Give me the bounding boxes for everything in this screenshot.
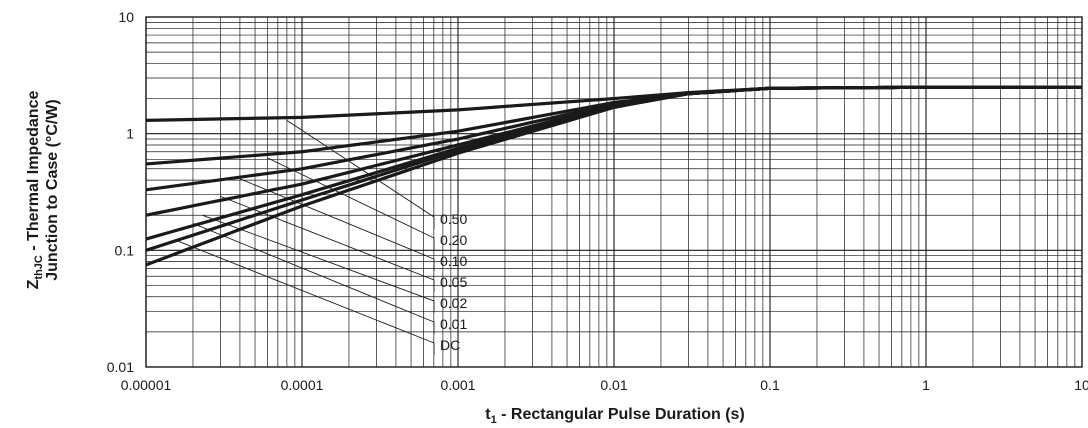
y-tick-label: 0.1 bbox=[115, 242, 135, 258]
y-axis-title: ZthJC - Thermal Impedance Junction to Ca… bbox=[25, 91, 61, 290]
x-tick-label: 0.0001 bbox=[281, 377, 324, 393]
curve-label: DC bbox=[440, 337, 460, 353]
curve-label: 0.50 bbox=[440, 211, 467, 227]
x-axis-title-subscript: 1 bbox=[491, 414, 497, 426]
x-axis-title: t1 - Rectangular Pulse Duration (s) bbox=[485, 406, 745, 426]
y-tick-label: 1 bbox=[126, 126, 134, 142]
plot-frame bbox=[145, 16, 1083, 368]
y-axis-title-rest: - Thermal Impedance bbox=[25, 91, 42, 256]
curve-leader-line bbox=[192, 223, 435, 334]
curve-label: 0.01 bbox=[440, 316, 467, 332]
curve-labels: 0.50 0.20 0.10 0.05 0.02 0.01 DC bbox=[440, 211, 467, 353]
x-tick-label: 0.001 bbox=[440, 377, 475, 393]
y-axis-title-line1: ZthJC - Thermal Impedance bbox=[25, 91, 45, 290]
curve-leader-line bbox=[286, 119, 435, 229]
curve-leader-line bbox=[202, 214, 435, 313]
curve-leader-line bbox=[220, 195, 435, 292]
x-axis-title-rest: - Rectangular Pulse Duration (s) bbox=[497, 406, 745, 423]
curve-label: 0.20 bbox=[440, 232, 467, 248]
y-axis-title-line2: Junction to Case (°C/W) bbox=[44, 99, 61, 281]
y-axis-title-main: Z bbox=[25, 279, 42, 289]
curve-leader-line bbox=[267, 157, 435, 250]
y-tick-label: 0.01 bbox=[107, 359, 134, 375]
y-tick-label: 10 bbox=[118, 9, 134, 25]
major-gridlines bbox=[145, 17, 1082, 368]
x-tick-label: 0.1 bbox=[760, 377, 780, 393]
x-tick-label: 0.01 bbox=[600, 377, 627, 393]
curve-label: 0.10 bbox=[440, 253, 467, 269]
y-tick-labels: 0.01 0.1 1 10 bbox=[107, 9, 134, 375]
x-tick-label: 10 bbox=[1074, 377, 1088, 393]
x-axis-title-main: t bbox=[485, 406, 491, 423]
impedance-curves bbox=[145, 85, 1082, 267]
impedance-curve-dc bbox=[145, 85, 1082, 267]
x-tick-label: 1 bbox=[922, 377, 930, 393]
x-tick-label: 0.00001 bbox=[121, 377, 172, 393]
curve-label: 0.05 bbox=[440, 274, 467, 290]
x-tick-labels: 0.00001 0.0001 0.001 0.01 0.1 1 10 bbox=[121, 377, 1088, 393]
curve-label: 0.02 bbox=[440, 295, 467, 311]
y-axis-title-subscript: thJC bbox=[33, 255, 45, 280]
curve-leader-line bbox=[177, 240, 435, 355]
